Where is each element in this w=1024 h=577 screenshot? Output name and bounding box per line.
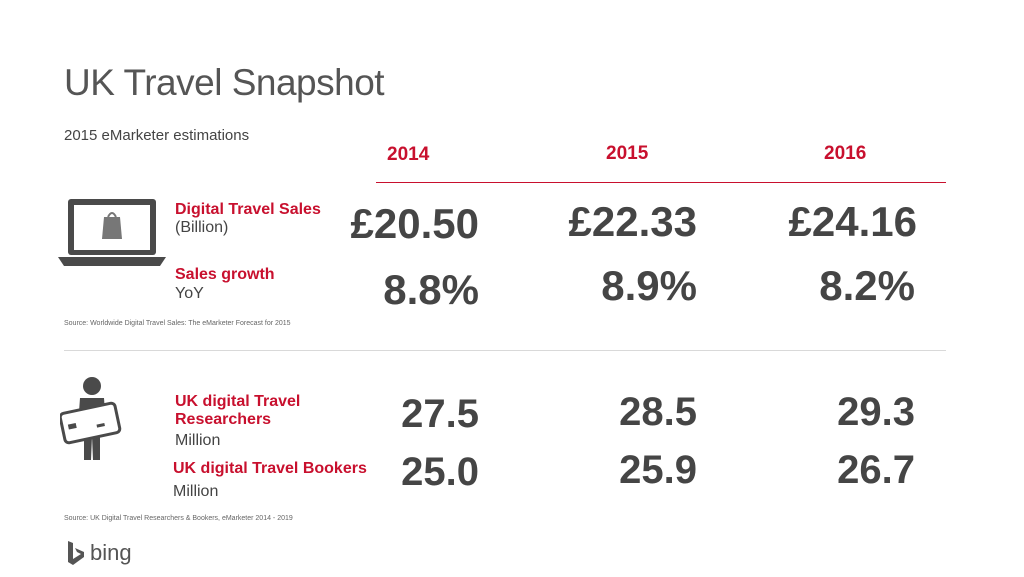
- researchers-unit: Million: [175, 432, 221, 449]
- laptop-shopping-bag-icon: [58, 197, 166, 272]
- source-note-2: Source: UK Digital Travel Researchers & …: [64, 515, 293, 522]
- bookers-label: UK digital Travel Bookers: [173, 460, 367, 477]
- sales-growth-unit: YoY: [175, 285, 204, 302]
- bookers-unit: Million: [173, 483, 219, 500]
- page-subtitle: 2015 eMarketer estimations: [64, 127, 250, 144]
- year-header-2014: 2014: [387, 144, 430, 165]
- sales-value-2016: £24.16: [788, 198, 917, 245]
- page-title: UK Travel Snapshot: [64, 62, 385, 103]
- section-divider: [64, 350, 946, 351]
- researchers-label: UK digital Travel Researchers: [175, 393, 301, 428]
- source-note-1: Source: Worldwide Digital Travel Sales: …: [64, 320, 291, 327]
- digital-travel-sales-unit: (Billion): [175, 219, 229, 236]
- digital-travel-sales-text: Digital Travel Sales: [175, 201, 321, 218]
- researchers-value-2015: 28.5: [619, 390, 697, 434]
- year-header-2015: 2015: [606, 143, 649, 164]
- bookers-value-2014: 25.0: [401, 450, 479, 494]
- bookers-value-2016: 26.7: [837, 448, 915, 492]
- sales-growth-label: Sales growth: [175, 266, 275, 283]
- sales-value-2014: £20.50: [350, 200, 479, 247]
- researchers-value-2016: 29.3: [837, 390, 915, 434]
- growth-value-2016: 8.2%: [819, 262, 915, 309]
- year-header-2016: 2016: [824, 143, 867, 164]
- sales-value-2015: £22.33: [568, 198, 697, 245]
- researchers-value-2014: 27.5: [401, 392, 479, 436]
- bing-brand-text: bing: [90, 540, 132, 565]
- growth-value-2015: 8.9%: [601, 262, 697, 309]
- bing-logo-icon: [66, 540, 86, 571]
- digital-travel-sales-label: Digital Travel Sales (Billion): [175, 201, 345, 237]
- header-divider: [376, 182, 946, 183]
- bookers-value-2015: 25.9: [619, 448, 697, 492]
- growth-value-2014: 8.8%: [383, 266, 479, 313]
- person-credit-card-icon: [58, 376, 124, 469]
